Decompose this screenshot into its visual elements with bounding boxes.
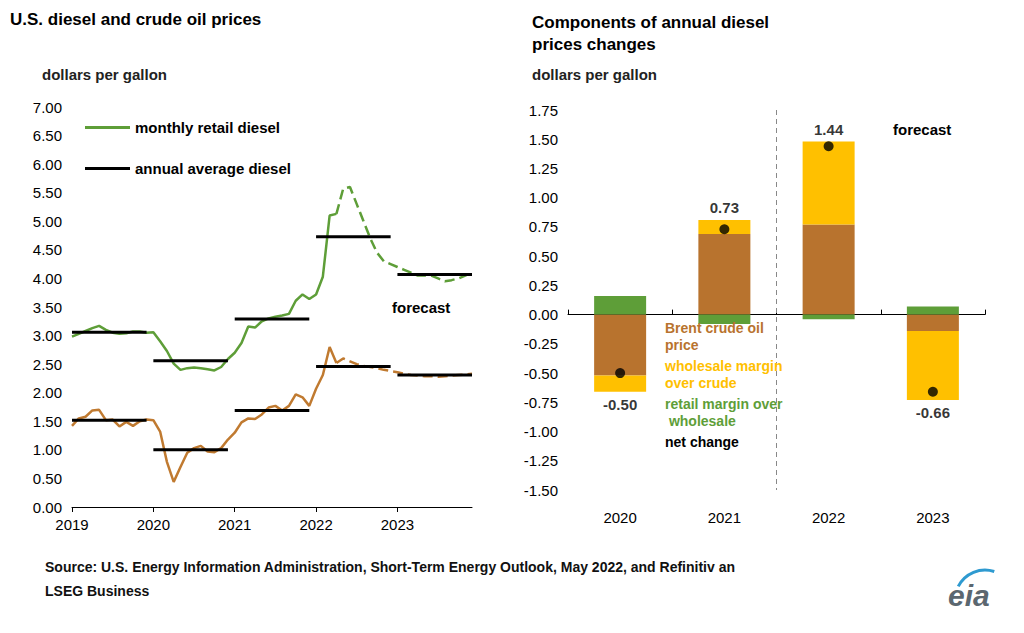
svg-text:U.S. diesel and crude oil pric: U.S. diesel and crude oil prices (10, 10, 261, 29)
svg-text:-0.25: -0.25 (524, 335, 558, 352)
svg-text:eia: eia (948, 579, 990, 612)
svg-text:7.00: 7.00 (33, 99, 62, 116)
svg-text:0.00: 0.00 (529, 306, 558, 323)
svg-text:price: price (665, 337, 699, 353)
svg-text:0.50: 0.50 (529, 248, 558, 265)
svg-text:1.75: 1.75 (529, 102, 558, 119)
svg-text:0.25: 0.25 (529, 277, 558, 294)
svg-text:2.00: 2.00 (33, 384, 62, 401)
svg-text:3.50: 3.50 (33, 299, 62, 316)
svg-text:-0.66: -0.66 (916, 404, 950, 421)
svg-text:5.50: 5.50 (33, 184, 62, 201)
svg-text:-1.25: -1.25 (524, 452, 558, 469)
svg-text:0.75: 0.75 (529, 218, 558, 235)
svg-text:1.50: 1.50 (33, 413, 62, 430)
svg-text:annual average diesel: annual average diesel (135, 160, 291, 177)
svg-text:dollars per gallon: dollars per gallon (42, 66, 167, 83)
svg-text:Brent crude oil: Brent crude oil (665, 320, 768, 336)
svg-text:2021: 2021 (218, 516, 251, 533)
svg-text:1.50: 1.50 (529, 131, 558, 148)
svg-text:2023: 2023 (916, 509, 949, 526)
svg-text:5.00: 5.00 (33, 213, 62, 230)
svg-text:2020: 2020 (603, 509, 636, 526)
svg-text:3.00: 3.00 (33, 327, 62, 344)
svg-text:over crude: over crude (665, 375, 737, 391)
svg-text:net change: net change (665, 434, 739, 450)
svg-text:0.00: 0.00 (33, 499, 62, 516)
svg-text:1.25: 1.25 (529, 160, 558, 177)
svg-text:6.00: 6.00 (33, 156, 62, 173)
svg-text:prices changes: prices changes (532, 35, 656, 54)
svg-text:forecast: forecast (392, 299, 450, 316)
svg-text:1.44: 1.44 (814, 121, 844, 138)
svg-text:2019: 2019 (55, 516, 88, 533)
svg-text:retail margin over: retail margin over (665, 396, 783, 412)
svg-text:1.00: 1.00 (529, 189, 558, 206)
svg-text:LSEG Business: LSEG Business (45, 583, 149, 599)
svg-text:-1.50: -1.50 (524, 482, 558, 499)
svg-text:wholesale margin: wholesale margin (664, 358, 786, 374)
svg-text:2.50: 2.50 (33, 356, 62, 373)
svg-text:wholesale: wholesale (665, 413, 736, 429)
svg-text:2022: 2022 (812, 509, 845, 526)
svg-text:forecast: forecast (893, 121, 951, 138)
svg-text:4.00: 4.00 (33, 270, 62, 287)
svg-text:-0.50: -0.50 (524, 365, 558, 382)
svg-text:0.50: 0.50 (33, 470, 62, 487)
svg-text:2021: 2021 (708, 509, 741, 526)
svg-text:dollars per gallon: dollars per gallon (532, 66, 657, 83)
svg-text:2023: 2023 (381, 516, 414, 533)
svg-text:2022: 2022 (299, 516, 332, 533)
svg-text:2020: 2020 (137, 516, 170, 533)
svg-text:-1.00: -1.00 (524, 423, 558, 440)
svg-text:Source: U.S. Energy Informatio: Source: U.S. Energy Information Administ… (45, 559, 739, 575)
svg-text:6.50: 6.50 (33, 127, 62, 144)
svg-text:4.50: 4.50 (33, 241, 62, 258)
svg-text:0.73: 0.73 (710, 199, 739, 216)
svg-text:-0.50: -0.50 (603, 396, 637, 413)
svg-text:monthly retail diesel: monthly retail diesel (135, 119, 280, 136)
svg-text:1.00: 1.00 (33, 441, 62, 458)
svg-text:-0.75: -0.75 (524, 394, 558, 411)
svg-text:Components of annual diesel: Components of annual diesel (532, 13, 774, 32)
